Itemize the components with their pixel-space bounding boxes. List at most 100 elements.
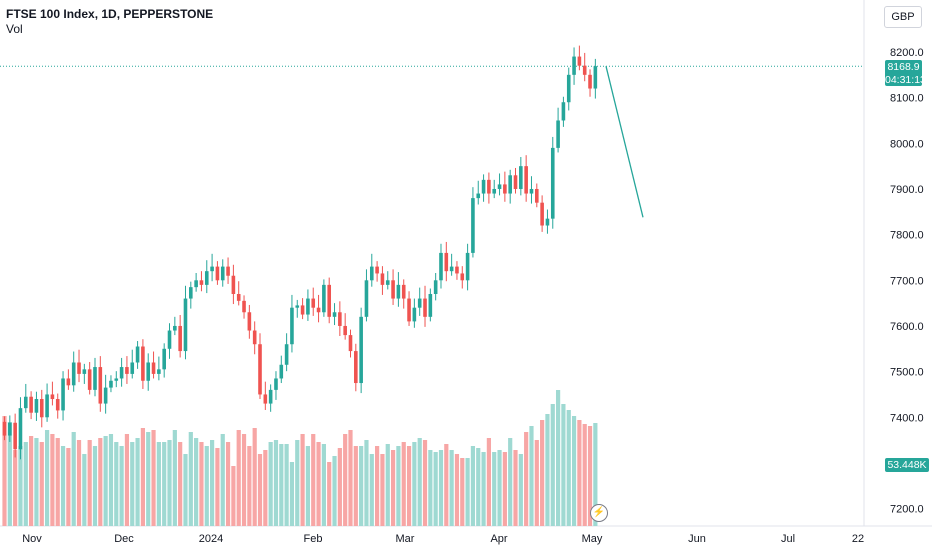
candle-body [215, 266, 220, 281]
volume-bar [550, 404, 555, 526]
candle-body [189, 287, 193, 299]
candle-body [23, 396, 28, 409]
candle-body [412, 307, 417, 322]
volume-bar [327, 462, 332, 526]
projection-trend-line[interactable] [605, 66, 644, 218]
price-tick-label: 7500.0 [890, 367, 924, 379]
candle-body [545, 218, 550, 226]
volume-bar [401, 442, 406, 526]
volume-bar [305, 446, 311, 526]
volume-indicator-label[interactable]: Vol [6, 22, 23, 36]
volume-bar [332, 456, 337, 526]
candle-body [519, 166, 523, 189]
candle-body [236, 293, 241, 301]
candle-body [284, 344, 289, 365]
candle-body [481, 179, 486, 194]
volume-bar [268, 442, 273, 526]
volume-bar [284, 444, 289, 526]
currency-button[interactable]: GBP [884, 6, 922, 28]
candle-body [50, 394, 55, 400]
volume-bar [215, 448, 220, 526]
candle-body [444, 252, 449, 272]
candle-body [55, 399, 60, 411]
volume-bar [316, 442, 321, 526]
volume-bar [124, 434, 130, 526]
candle-body [343, 325, 347, 336]
volume-bar [577, 420, 582, 526]
candle-body [71, 362, 76, 386]
volume-bar [29, 436, 34, 526]
volume-bar [380, 454, 385, 526]
candle-body [572, 56, 576, 75]
volume-bar [481, 452, 486, 526]
volume-bars [2, 390, 598, 526]
time-tick-label: 2024 [199, 533, 223, 545]
candle-body [487, 179, 491, 194]
candle-body [433, 280, 438, 294]
candle-body [338, 312, 342, 326]
volume-bar [156, 442, 161, 526]
volume-bar [518, 454, 523, 526]
candle-body [146, 362, 151, 381]
time-tick-label: Jun [688, 533, 706, 545]
lightning-icon[interactable]: ⚡ [590, 504, 608, 522]
volume-bar [422, 440, 428, 526]
candle-body [550, 147, 555, 219]
volume-bar [140, 428, 145, 526]
candle-body [503, 184, 507, 194]
time-tick-label: Nov [22, 533, 42, 545]
candle-body [449, 266, 454, 272]
candle-body [524, 166, 528, 194]
volume-bar [428, 450, 433, 526]
candle-body [39, 399, 44, 418]
price-tick-label: 7200.0 [890, 504, 924, 516]
candle-body [535, 188, 539, 203]
candle-body [252, 330, 257, 345]
volume-bar [587, 426, 593, 526]
candle-body [61, 378, 65, 411]
volume-bar [545, 414, 550, 526]
candle-body [476, 193, 481, 199]
volume-bar [540, 420, 545, 526]
candle-body [497, 184, 502, 189]
candle-body [327, 284, 332, 317]
candle-body [306, 298, 310, 315]
candle-body [114, 378, 119, 381]
volume-bar [167, 440, 172, 526]
last-price-value: 8168.9 [887, 61, 920, 73]
volume-bar [534, 440, 539, 526]
candle-body [471, 198, 475, 253]
candle-body [87, 369, 92, 390]
candle-body [380, 273, 385, 285]
volume-bar [50, 434, 55, 526]
symbol-title[interactable]: FTSE 100 Index, 1D, PEPPERSTONE [6, 7, 214, 21]
candle-body [582, 65, 587, 75]
candle-body [268, 389, 273, 404]
volume-bar [252, 428, 257, 526]
volume-bar [369, 454, 374, 526]
candle-body [77, 362, 81, 374]
price-tick-label: 8000.0 [890, 138, 924, 150]
price-axis[interactable]: 8200.0 8100.0 8000.0 7900.0 7800.0 7700.0 7600… [890, 47, 924, 516]
candle-body [141, 346, 145, 381]
volume-bar [406, 446, 412, 526]
volume-bar [178, 442, 183, 526]
volume-bar [417, 438, 422, 526]
time-tick-label: Jul [781, 533, 795, 545]
volume-bar [66, 448, 71, 526]
volume-bar [529, 426, 534, 526]
time-tick-label: Apr [490, 533, 507, 545]
volume-bar [130, 442, 135, 526]
candle-body [566, 74, 571, 103]
candle-body [385, 280, 390, 285]
candle-body [492, 188, 497, 194]
candle-body [204, 271, 209, 285]
volume-bar [225, 442, 231, 526]
candle-body [588, 74, 592, 89]
time-axis[interactable]: Nov Dec 2024 Feb Mar Apr May Jun Jul 22 [22, 533, 864, 545]
candle-body [210, 266, 214, 272]
time-tick-label: Mar [396, 533, 415, 545]
candle-body [178, 325, 182, 352]
volume-bar [460, 458, 465, 526]
